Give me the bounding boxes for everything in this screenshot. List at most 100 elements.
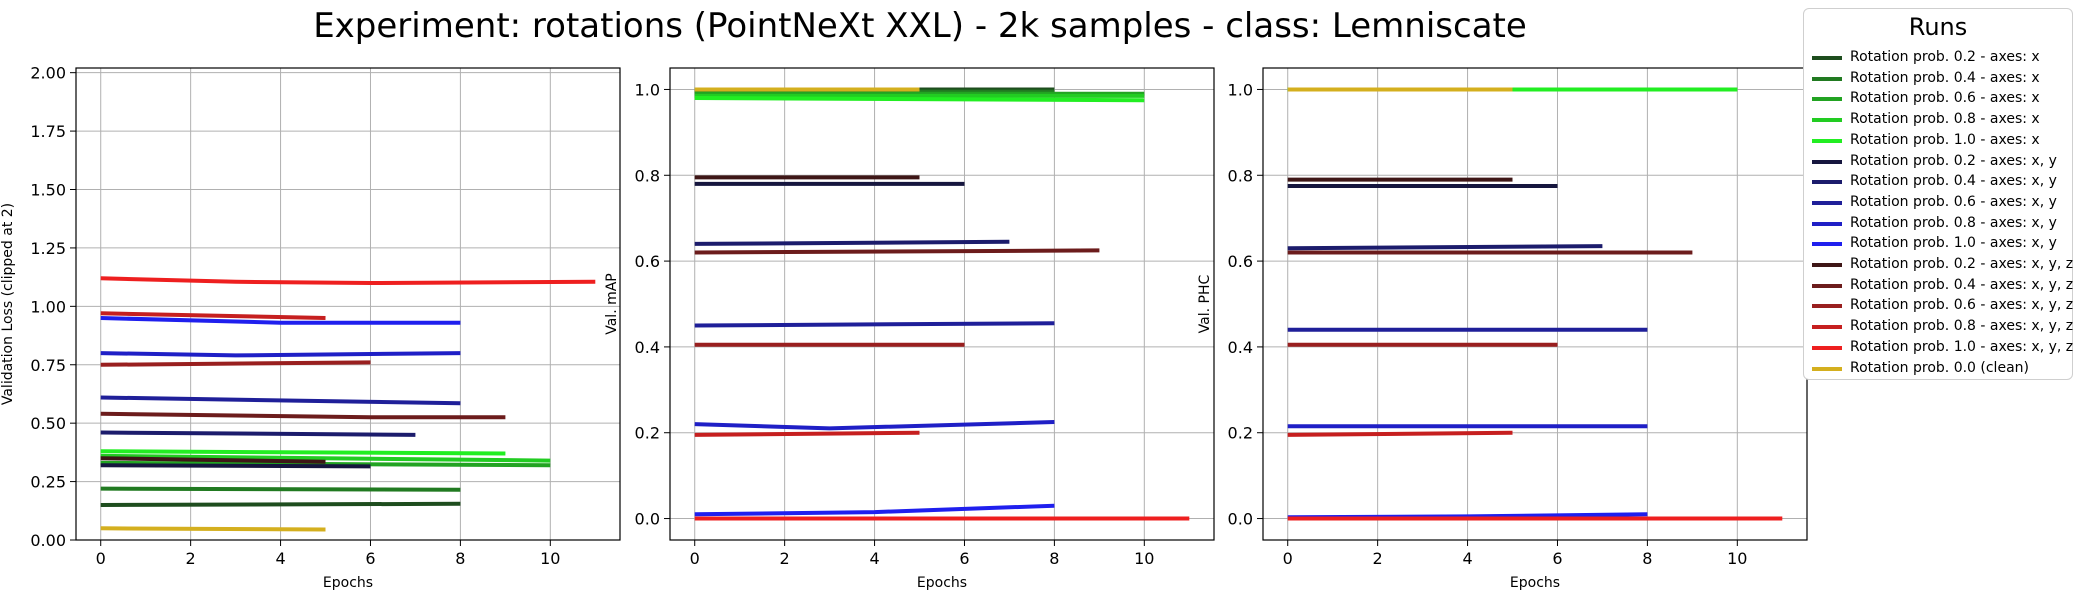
series-line bbox=[100, 316, 461, 325]
series-line bbox=[694, 420, 1055, 431]
x-tick-label: 10 bbox=[1727, 549, 1747, 568]
legend-swatch bbox=[1812, 304, 1842, 309]
legend-swatch bbox=[1812, 283, 1842, 288]
series-line bbox=[100, 460, 551, 468]
legend-label: Rotation prob. 0.4 - axes: x, y, z bbox=[1850, 276, 2074, 293]
y-tick-label: 0.4 bbox=[635, 338, 660, 357]
x-tick-label: 8 bbox=[1049, 549, 1059, 568]
y-tick-label: 0.00 bbox=[30, 531, 66, 550]
legend-label: Rotation prob. 0.6 - axes: x bbox=[1850, 90, 2040, 107]
legend-entry: Rotation prob. 0.0 (clean) bbox=[1804, 358, 2074, 378]
y-tick-label: 0.50 bbox=[30, 414, 66, 433]
legend-label: Rotation prob. 0.0 (clean) bbox=[1850, 359, 2029, 376]
x-tick-label: 4 bbox=[869, 549, 879, 568]
series-line bbox=[100, 311, 326, 320]
legend-entry: Rotation prob. 0.4 - axes: x, y bbox=[1804, 171, 2074, 191]
y-axis-label: Val. mAP bbox=[604, 273, 620, 335]
legend-entry: Rotation prob. 0.6 - axes: x, y, z bbox=[1804, 295, 2074, 315]
series-line bbox=[100, 456, 326, 464]
series-line bbox=[100, 411, 506, 420]
y-tick-label: 0.25 bbox=[30, 473, 66, 492]
panel-validation-loss: 0 2 4 6 8 10 0.00 0.25 0.50 0.75 1.00 1.25 1.50 1.75 2… bbox=[0, 64, 621, 591]
series-line bbox=[1287, 244, 1603, 251]
x-tick-label: 6 bbox=[959, 549, 969, 568]
y-tick-label: 0.0 bbox=[1228, 510, 1253, 529]
axes-frame bbox=[75, 67, 621, 541]
legend-label: Rotation prob. 1.0 - axes: x bbox=[1850, 131, 2040, 148]
x-axis-label: Epochs bbox=[1510, 575, 1560, 591]
y-tick-label: 0.75 bbox=[30, 356, 66, 375]
legend-label: Rotation prob. 0.2 - axes: x, y bbox=[1850, 152, 2057, 169]
legend: Runs Rotation prob. 0.2 - axes: x Rotatio… bbox=[1803, 8, 2073, 380]
x-tick-label: 2 bbox=[780, 549, 790, 568]
series-line bbox=[694, 321, 1055, 328]
y-tick-label: 1.25 bbox=[30, 239, 66, 258]
legend-label: Rotation prob. 0.6 - axes: x, y, z bbox=[1850, 297, 2074, 314]
series-line bbox=[100, 449, 506, 456]
x-tick-label: 6 bbox=[1552, 549, 1562, 568]
y-tick-label: 0.2 bbox=[1228, 424, 1253, 443]
legend-label: Rotation prob. 0.4 - axes: x bbox=[1850, 69, 2040, 86]
legend-label: Rotation prob. 0.4 - axes: x, y bbox=[1850, 173, 2057, 190]
x-tick-label: 2 bbox=[1373, 549, 1383, 568]
x-tick-label: 8 bbox=[1642, 549, 1652, 568]
x-tick-label: 4 bbox=[1462, 549, 1472, 568]
series-line bbox=[100, 526, 326, 532]
x-tick-label: 0 bbox=[1283, 549, 1293, 568]
y-tick-label: 0.6 bbox=[1228, 252, 1253, 271]
y-tick-label: 2.00 bbox=[30, 64, 66, 83]
series-line bbox=[100, 501, 461, 507]
legend-label: Rotation prob. 0.8 - axes: x bbox=[1850, 111, 2040, 128]
legend-swatch bbox=[1812, 180, 1842, 185]
series-line bbox=[100, 351, 461, 358]
axes-frame bbox=[1262, 67, 1808, 541]
panel-val-map: 0 2 4 6 8 10 0.0 0.2 0.4 0.6 0.8 1.0 Epochs Val. mAP bbox=[604, 67, 1215, 591]
legend-entry: Rotation prob. 0.8 - axes: x bbox=[1804, 109, 2074, 129]
x-tick-label: 4 bbox=[275, 549, 285, 568]
legend-entry: Rotation prob. 1.0 - axes: x, y, z bbox=[1804, 337, 2074, 357]
legend-swatch bbox=[1812, 221, 1842, 226]
series-line bbox=[694, 248, 1100, 255]
x-tick-label: 0 bbox=[96, 549, 106, 568]
x-axis-label: Epochs bbox=[323, 575, 373, 591]
legend-entry: Rotation prob. 1.0 - axes: x bbox=[1804, 130, 2074, 150]
legend-entry: Rotation prob. 0.4 - axes: x bbox=[1804, 68, 2074, 88]
x-tick-label: 10 bbox=[540, 549, 560, 568]
series-line bbox=[694, 96, 1145, 103]
legend-entry: Rotation prob. 0.2 - axes: x bbox=[1804, 47, 2074, 67]
legend-label: Rotation prob. 0.6 - axes: x, y bbox=[1850, 193, 2057, 210]
series-line bbox=[100, 463, 371, 469]
legend-swatch bbox=[1812, 56, 1842, 60]
y-tick-label: 1.0 bbox=[635, 80, 660, 99]
y-tick-label: 0.8 bbox=[635, 166, 660, 185]
y-axis-label: Val. PHC bbox=[1197, 274, 1213, 333]
legend-swatch bbox=[1812, 263, 1842, 267]
legend-label: Rotation prob. 1.0 - axes: x, y, z bbox=[1850, 338, 2074, 355]
legend-swatch bbox=[1812, 366, 1842, 371]
series-line bbox=[100, 360, 371, 367]
series-line bbox=[100, 486, 461, 492]
legend-entry: Rotation prob. 0.4 - axes: x, y, z bbox=[1804, 275, 2074, 295]
x-tick-label: 8 bbox=[455, 549, 465, 568]
legend-swatch bbox=[1812, 97, 1842, 102]
y-tick-label: 1.50 bbox=[30, 181, 66, 200]
y-tick-label: 1.0 bbox=[1228, 80, 1253, 99]
x-tick-label: 2 bbox=[186, 549, 196, 568]
x-tick-label: 0 bbox=[690, 549, 700, 568]
legend-swatch bbox=[1812, 242, 1842, 247]
series-line bbox=[100, 453, 551, 463]
y-tick-label: 0.0 bbox=[635, 510, 660, 529]
legend-entry: Rotation prob. 1.0 - axes: x, y bbox=[1804, 233, 2074, 253]
series-line bbox=[694, 503, 1055, 517]
x-tick-label: 10 bbox=[1134, 549, 1154, 568]
axes-frame bbox=[669, 67, 1215, 541]
series-line bbox=[100, 430, 416, 437]
legend-label: Rotation prob. 0.2 - axes: x bbox=[1850, 49, 2040, 65]
y-tick-label: 0.6 bbox=[635, 252, 660, 271]
x-axis-label: Epochs bbox=[917, 575, 967, 591]
series-line bbox=[100, 395, 461, 406]
legend-entry: Rotation prob. 0.8 - axes: x, y, z bbox=[1804, 316, 2074, 336]
legend-title: Runs bbox=[1908, 13, 1968, 41]
panel-val-phc: 0 2 4 6 8 10 0.0 0.2 0.4 0.6 0.8 1.0 Epochs Val. PHC bbox=[1197, 67, 1808, 591]
